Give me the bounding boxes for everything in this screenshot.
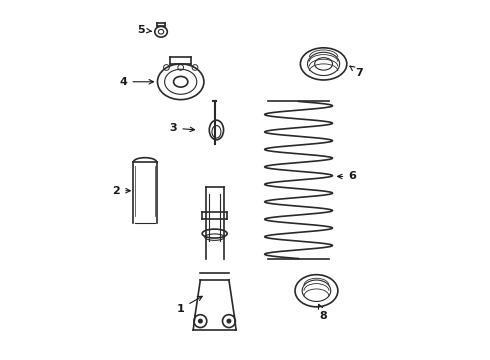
Circle shape [227, 319, 231, 323]
Text: 5: 5 [138, 25, 151, 35]
Text: 6: 6 [338, 171, 356, 181]
Circle shape [198, 319, 202, 323]
Text: 8: 8 [318, 305, 327, 321]
Text: 7: 7 [350, 66, 363, 78]
Text: 2: 2 [113, 186, 130, 196]
Text: 4: 4 [120, 77, 153, 87]
Text: 3: 3 [170, 123, 195, 133]
Text: 1: 1 [177, 296, 202, 314]
